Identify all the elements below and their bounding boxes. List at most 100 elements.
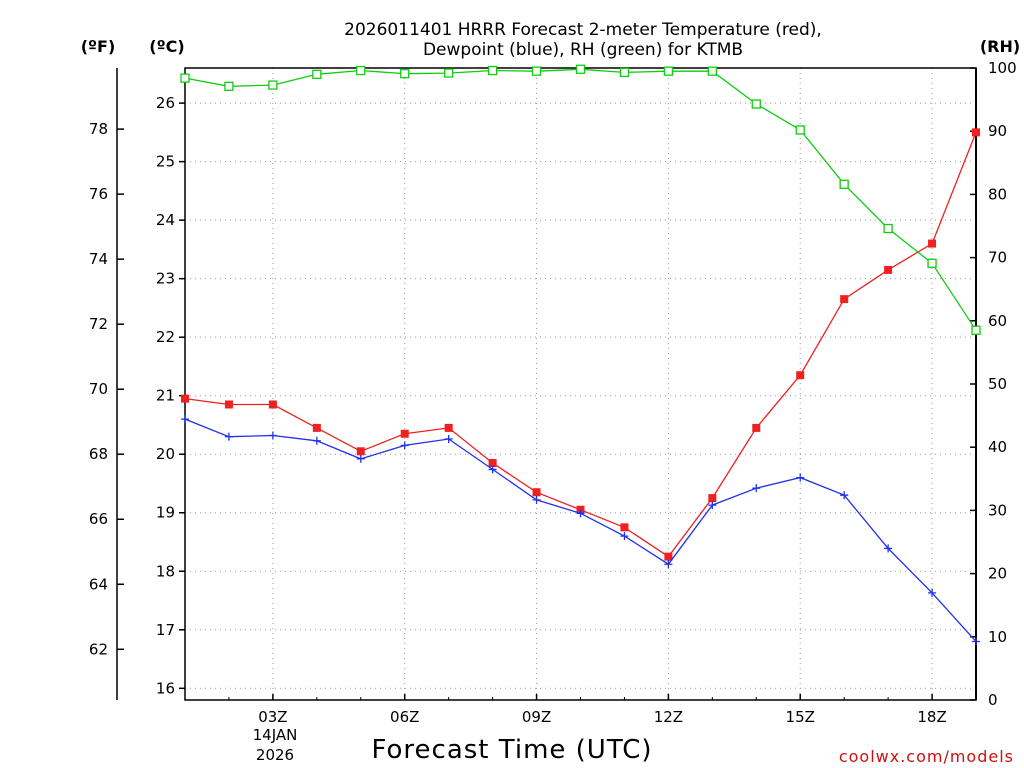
- temperature-point: [972, 128, 980, 137]
- dewpoint-point: [400, 441, 409, 450]
- celsius-tick-label: 22: [156, 328, 175, 346]
- dewpoint-point: [181, 415, 189, 424]
- fahrenheit-tick-label: 66: [89, 510, 108, 528]
- temperature-line: [184, 132, 977, 558]
- fahrenheit-tick-label: 70: [89, 380, 108, 398]
- temperature-point: [400, 429, 409, 438]
- fahrenheit-axis-unit: (ºF): [81, 37, 116, 56]
- fahrenheit-tick-label: 76: [89, 185, 108, 203]
- celsius-axis-unit: (ºC): [149, 37, 184, 56]
- temperature-point: [444, 423, 453, 432]
- dewpoint-line: [184, 418, 977, 642]
- rh-point: [312, 69, 322, 79]
- celsius-tick-label: 23: [156, 270, 175, 288]
- dewpoint-point: [708, 501, 717, 510]
- rh-tick-label: 90: [988, 122, 1007, 140]
- temperature-point: [356, 447, 365, 456]
- rh-tick-label: 20: [988, 565, 1007, 583]
- time-axis: 03Z 06Z 09Z 12Z 15Z 18Z: [184, 694, 977, 726]
- rh-point: [400, 69, 410, 79]
- dewpoint-point: [444, 435, 453, 444]
- rh-tick-label: 10: [988, 628, 1007, 646]
- fahrenheit-tick-label: 68: [89, 445, 108, 463]
- dewpoint-point: [620, 532, 629, 541]
- date-label-day: 14JAN: [253, 726, 298, 744]
- rh-point: [444, 68, 454, 78]
- rh-line: [184, 68, 977, 331]
- temperature-point: [796, 371, 805, 380]
- time-tick-label: 15Z: [786, 708, 815, 726]
- plot-frame: [184, 67, 977, 701]
- rh-point: [839, 179, 849, 189]
- rh-point: [795, 125, 805, 135]
- dewpoint-point: [972, 637, 980, 646]
- rh-point: [224, 81, 234, 91]
- credit-label: coolwx.com/models: [839, 747, 1014, 766]
- temperature-point: [664, 552, 673, 561]
- temperature-point: [840, 295, 849, 304]
- rh-point: [971, 325, 981, 335]
- dewpoint-point: [752, 484, 761, 493]
- rh-tick-label: 30: [988, 501, 1007, 519]
- x-axis-title: Forecast Time (UTC): [371, 735, 652, 765]
- chart-title-line1: 2026011401 HRRR Forecast 2-meter Tempera…: [344, 20, 822, 40]
- celsius-tick-label: 19: [156, 504, 175, 522]
- rh-point: [883, 223, 893, 234]
- dewpoint-series: [181, 415, 980, 646]
- celsius-tick-label: 25: [156, 153, 175, 171]
- series-layer: [180, 64, 981, 646]
- fahrenheit-tick-label: 64: [89, 575, 108, 593]
- time-tick-label: 06Z: [390, 708, 419, 726]
- fahrenheit-tick-label: 72: [89, 315, 108, 333]
- temperature-point: [928, 239, 937, 248]
- dewpoint-point: [928, 588, 937, 597]
- temperature-point: [708, 494, 717, 503]
- date-label-year: 2026: [256, 746, 294, 764]
- temperature-point: [532, 488, 541, 497]
- rh-tick-label: 40: [988, 438, 1007, 456]
- rh-tick-label: 50: [988, 375, 1007, 393]
- dewpoint-point: [488, 465, 497, 474]
- rh-series: [180, 64, 981, 335]
- chart-title-line2: Dewpoint (blue), RH (green) for KTMB: [423, 40, 743, 60]
- temperature-point: [224, 400, 233, 409]
- temperature-point: [181, 394, 189, 403]
- celsius-tick-label: 24: [156, 211, 175, 229]
- rh-axis-unit: (RH): [980, 37, 1020, 56]
- time-tick-label: 03Z: [258, 708, 287, 726]
- rh-axis: 0 10 20 30 40 50 60 70 80 90 100: [970, 59, 1017, 709]
- celsius-tick-label: 26: [156, 94, 175, 112]
- rh-tick-label: 60: [988, 312, 1007, 330]
- dewpoint-point: [576, 509, 585, 518]
- celsius-tick-label: 17: [156, 621, 175, 639]
- temperature-point: [884, 265, 893, 274]
- temperature-point: [268, 400, 277, 409]
- dewpoint-point: [356, 454, 365, 463]
- temperature-point: [312, 423, 321, 432]
- rh-tick-label: 100: [988, 59, 1017, 77]
- celsius-tick-label: 18: [156, 562, 175, 580]
- rh-point: [268, 80, 278, 90]
- rh-point: [707, 66, 717, 76]
- fahrenheit-axis: 62 64 66 68 70 72 74 76 78: [89, 120, 124, 658]
- celsius-tick-label: 21: [156, 387, 175, 405]
- temperature-series: [181, 128, 980, 561]
- rh-tick-label: 70: [988, 249, 1007, 267]
- dewpoint-point: [312, 436, 321, 445]
- fahrenheit-tick-label: 74: [89, 250, 108, 268]
- rh-tick-label: 0: [988, 691, 998, 709]
- temperature-point: [752, 423, 761, 432]
- rh-point: [751, 99, 761, 109]
- dewpoint-point: [884, 544, 893, 553]
- dewpoint-point: [664, 560, 673, 569]
- grid-lines: [185, 68, 976, 700]
- rh-point: [531, 66, 542, 76]
- dewpoint-point: [268, 431, 277, 440]
- rh-point: [575, 64, 586, 74]
- temperature-point: [620, 523, 629, 532]
- dewpoint-point: [796, 473, 805, 482]
- rh-point: [663, 66, 674, 76]
- dewpoint-point: [532, 495, 541, 504]
